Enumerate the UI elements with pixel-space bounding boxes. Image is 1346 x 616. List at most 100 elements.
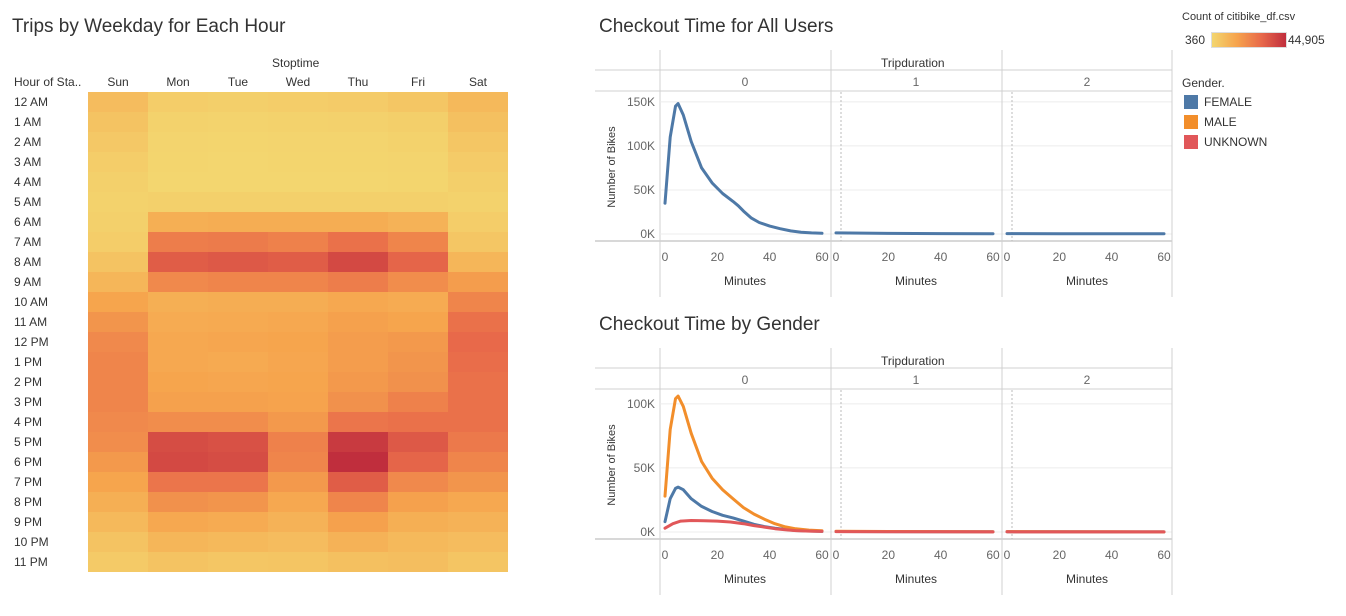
heatmap-cell[interactable] [268, 352, 328, 372]
heatmap-cell[interactable] [448, 432, 508, 452]
heatmap-cell[interactable] [208, 392, 268, 412]
day-header-thu[interactable]: Thu [347, 75, 369, 89]
heatmap-cell[interactable] [268, 252, 328, 272]
heatmap-cell[interactable] [88, 352, 148, 372]
heatmap-cell[interactable] [328, 372, 388, 392]
heatmap-cell[interactable] [448, 332, 508, 352]
heatmap-cell[interactable] [148, 252, 208, 272]
heatmap-cell[interactable] [388, 412, 448, 432]
heatmap-cell[interactable] [328, 312, 388, 332]
hour-label[interactable]: 9 PM [14, 515, 43, 529]
heatmap-cell[interactable] [388, 392, 448, 412]
hour-label[interactable]: 11 PM [14, 555, 48, 569]
heatmap-cell[interactable] [328, 492, 388, 512]
heatmap-cell[interactable] [448, 452, 508, 472]
heatmap-cell[interactable] [208, 212, 268, 232]
heatmap-cell[interactable] [268, 132, 328, 152]
heatmap-cell[interactable] [268, 412, 328, 432]
heatmap-cell[interactable] [328, 232, 388, 252]
heatmap-cell[interactable] [268, 272, 328, 292]
heatmap-cell[interactable] [148, 312, 208, 332]
heatmap-cell[interactable] [88, 512, 148, 532]
heatmap-cell[interactable] [88, 152, 148, 172]
heatmap-cell[interactable] [448, 312, 508, 332]
hour-label[interactable]: 6 PM [14, 455, 43, 469]
heatmap-cell[interactable] [328, 472, 388, 492]
heatmap-cell[interactable] [88, 472, 148, 492]
heatmap-cell[interactable] [448, 272, 508, 292]
series-line-unknown[interactable] [663, 519, 824, 533]
heatmap-cell[interactable] [388, 352, 448, 372]
heatmap-cell[interactable] [88, 212, 148, 232]
heatmap-cell[interactable] [388, 192, 448, 212]
hour-label[interactable]: 8 AM [14, 255, 42, 269]
heatmap-cell[interactable] [328, 432, 388, 452]
heatmap-cell[interactable] [208, 512, 268, 532]
heatmap-cell[interactable] [88, 552, 148, 572]
heatmap-cell[interactable] [148, 372, 208, 392]
heatmap-cell[interactable] [388, 532, 448, 552]
heatmap-cell[interactable] [88, 412, 148, 432]
heatmap-cell[interactable] [268, 432, 328, 452]
heatmap-cell[interactable] [448, 552, 508, 572]
heatmap-cell[interactable] [328, 292, 388, 312]
heatmap-cell[interactable] [328, 452, 388, 472]
hour-label[interactable]: 5 AM [14, 195, 42, 209]
series-line-male[interactable] [663, 394, 824, 533]
heatmap-cell[interactable] [448, 172, 508, 192]
heatmap-cell[interactable] [448, 212, 508, 232]
heatmap-cell[interactable] [388, 92, 448, 112]
heatmap-cell[interactable] [388, 212, 448, 232]
heatmap-cell[interactable] [148, 112, 208, 132]
heatmap-cell[interactable] [388, 452, 448, 472]
heatmap-cell[interactable] [448, 532, 508, 552]
hour-label[interactable]: 4 AM [14, 175, 42, 189]
heatmap-cell[interactable] [388, 292, 448, 312]
heatmap-row-header[interactable]: Hour of Sta.. [14, 75, 82, 89]
heatmap-cell[interactable] [208, 152, 268, 172]
heatmap-cell[interactable] [448, 132, 508, 152]
heatmap-cell[interactable] [148, 212, 208, 232]
heatmap-cell[interactable] [88, 92, 148, 112]
heatmap-cell[interactable] [268, 172, 328, 192]
day-header-mon[interactable]: Mon [166, 75, 190, 89]
heatmap-cell[interactable] [388, 372, 448, 392]
heatmap-cell[interactable] [148, 92, 208, 112]
heatmap-cell[interactable] [388, 492, 448, 512]
hour-label[interactable]: 8 PM [14, 495, 43, 509]
heatmap-cell[interactable] [268, 232, 328, 252]
heatmap-cell[interactable] [388, 512, 448, 532]
hour-label[interactable]: 12 PM [14, 335, 49, 349]
legend-item-male[interactable]: MALE [1184, 115, 1237, 129]
heatmap-cell[interactable] [448, 372, 508, 392]
heatmap-cell[interactable] [88, 252, 148, 272]
heatmap-cell[interactable] [208, 412, 268, 432]
heatmap-cell[interactable] [148, 132, 208, 152]
heatmap-cell[interactable] [208, 452, 268, 472]
heatmap-cell[interactable] [328, 132, 388, 152]
legend-item-female[interactable]: FEMALE [1184, 95, 1252, 109]
heatmap-cell[interactable] [328, 392, 388, 412]
heatmap-cell[interactable] [88, 192, 148, 212]
hour-label[interactable]: 7 PM [14, 475, 43, 489]
heatmap-cell[interactable] [208, 332, 268, 352]
heatmap-cell[interactable] [328, 272, 388, 292]
hour-label[interactable]: 11 AM [14, 315, 48, 329]
heatmap-cell[interactable] [388, 252, 448, 272]
heatmap-cell[interactable] [268, 212, 328, 232]
heatmap-cell[interactable] [448, 512, 508, 532]
heatmap-cell[interactable] [148, 192, 208, 212]
heatmap-cell[interactable] [148, 492, 208, 512]
heatmap-cell[interactable] [148, 452, 208, 472]
heatmap-cell[interactable] [328, 152, 388, 172]
heatmap-cell[interactable] [388, 172, 448, 192]
heatmap-cell[interactable] [328, 412, 388, 432]
heatmap-cell[interactable] [208, 532, 268, 552]
heatmap-cell[interactable] [448, 112, 508, 132]
heatmap-cell[interactable] [88, 272, 148, 292]
heatmap-cell[interactable] [448, 412, 508, 432]
heatmap-cell[interactable] [268, 512, 328, 532]
heatmap-cell[interactable] [148, 172, 208, 192]
heatmap-cell[interactable] [388, 112, 448, 132]
heatmap-cell[interactable] [148, 232, 208, 252]
